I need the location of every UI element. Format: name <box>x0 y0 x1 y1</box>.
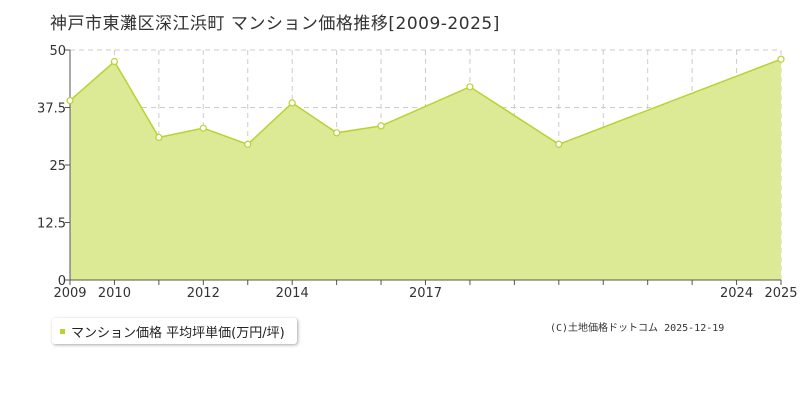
data-point <box>244 140 252 148</box>
y-tick-label: 12.5 <box>37 217 66 232</box>
data-point <box>155 133 163 141</box>
axis-layer <box>65 49 782 285</box>
y-tick-label: 50 <box>49 44 66 59</box>
point-layer <box>66 55 785 148</box>
data-point <box>555 140 563 148</box>
x-tick-label: 2014 <box>276 286 309 301</box>
y-tick-label: 37.5 <box>37 102 66 117</box>
data-point <box>110 57 119 66</box>
x-tick-label: 2012 <box>187 286 220 301</box>
data-point <box>199 124 207 132</box>
x-tick-label: 2017 <box>409 286 442 301</box>
data-point <box>288 99 296 107</box>
y-tick-label: 25 <box>49 159 66 174</box>
tick-label-layer: 0 12.5 25 37.5 50 2009 2010 2012 2014 2017 2024 202… <box>37 44 798 301</box>
legend-marker <box>60 328 65 334</box>
x-tick-label: 2024 <box>720 286 753 301</box>
data-point <box>66 96 74 105</box>
credit-text: (C)土地価格ドットコム 2025-12-19 <box>550 323 725 334</box>
data-point <box>466 83 474 91</box>
x-tick-label: 2010 <box>98 286 131 301</box>
area-layer <box>69 58 782 281</box>
data-point <box>777 55 785 63</box>
chart-title: 神戸市東灘区深江浜町 マンション価格推移[2009-2025] <box>50 14 500 34</box>
chart-legend: マンション価格 平均坪単価(万円/坪) <box>52 318 297 344</box>
x-tick-label: 2025 <box>764 286 797 301</box>
series-area <box>70 59 781 281</box>
y-tick-label: 0 <box>58 274 66 289</box>
data-point <box>377 122 385 130</box>
x-tick-label: 2009 <box>53 286 86 301</box>
legend-label: マンション価格 平均坪単価(万円/坪) <box>71 325 285 341</box>
data-point <box>333 129 341 137</box>
